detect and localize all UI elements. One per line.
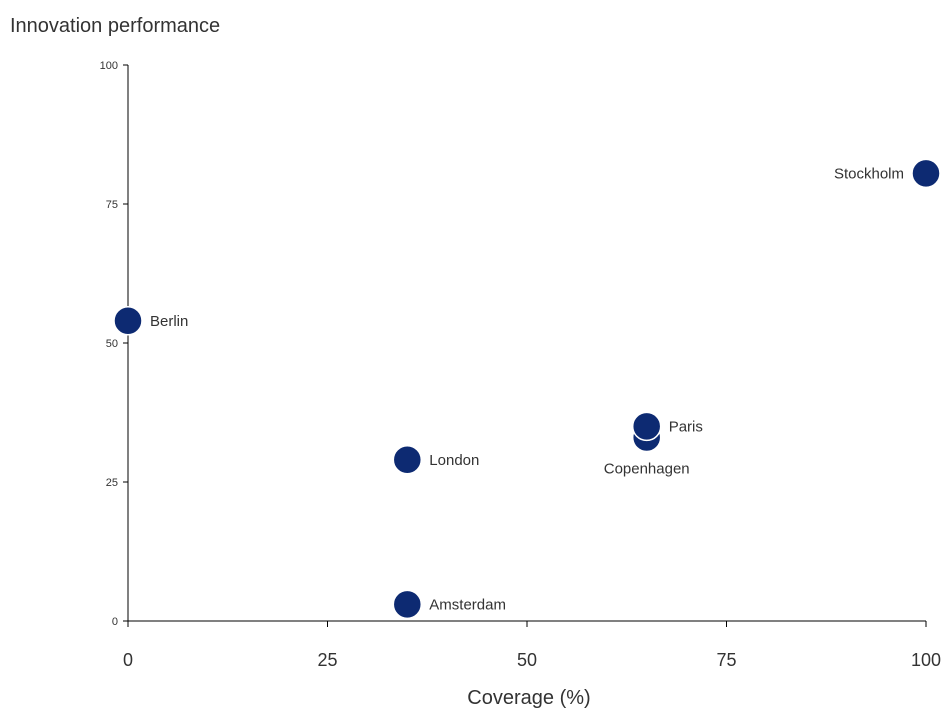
x-tick-labels: 0 25 50 75 100: [123, 621, 941, 670]
y-tick-label: 25: [106, 477, 118, 489]
y-tick-label: 75: [106, 199, 118, 211]
data-point-amsterdam[interactable]: [392, 589, 423, 620]
point-labels: Stockholm Berlin Paris Copenhagen London Amst…: [150, 165, 904, 613]
data-point-berlin[interactable]: [113, 306, 143, 336]
point-label-berlin: Berlin: [150, 313, 188, 330]
point-label-london: London: [429, 452, 479, 469]
x-tick-label: 100: [911, 650, 941, 670]
y-tick-labels: 0 25 50 75 100: [100, 60, 128, 628]
y-axis-title: Innovation performance: [10, 15, 221, 37]
data-point-stockholm[interactable]: [911, 158, 941, 189]
x-axis-title: Coverage (%): [467, 687, 591, 709]
data-point-paris[interactable]: [631, 411, 662, 442]
data-point-london[interactable]: [392, 445, 423, 475]
x-tick-label: 75: [716, 650, 736, 670]
x-tick-label: 0: [123, 650, 133, 670]
point-label-paris: Paris: [669, 418, 703, 435]
y-tick-label: 100: [100, 60, 118, 72]
point-label-stockholm: Stockholm: [834, 165, 904, 182]
point-label-copenhagen: Copenhagen: [604, 461, 690, 478]
y-tick-label: 50: [106, 338, 118, 350]
y-tick-label: 0: [112, 616, 118, 628]
x-tick-label: 50: [517, 650, 537, 670]
point-label-amsterdam: Amsterdam: [429, 596, 506, 613]
x-tick-label: 25: [317, 650, 337, 670]
axes: [127, 65, 926, 622]
data-points: [113, 158, 941, 620]
